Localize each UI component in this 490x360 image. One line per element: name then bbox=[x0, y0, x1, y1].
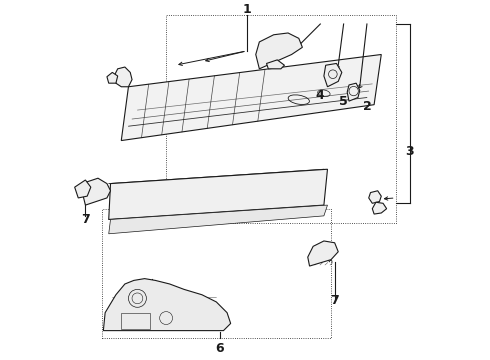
Text: 6: 6 bbox=[216, 342, 224, 355]
Polygon shape bbox=[109, 205, 327, 234]
Text: 7: 7 bbox=[81, 213, 90, 226]
Polygon shape bbox=[308, 241, 338, 266]
Text: 7: 7 bbox=[330, 294, 339, 307]
Polygon shape bbox=[368, 191, 381, 203]
Polygon shape bbox=[122, 54, 381, 140]
Polygon shape bbox=[107, 72, 118, 83]
Polygon shape bbox=[74, 180, 91, 198]
Text: 3: 3 bbox=[406, 145, 414, 158]
Polygon shape bbox=[82, 178, 111, 205]
Polygon shape bbox=[267, 60, 285, 69]
Bar bbox=[122, 313, 150, 329]
Polygon shape bbox=[347, 83, 360, 101]
Text: 2: 2 bbox=[363, 100, 371, 113]
Polygon shape bbox=[256, 33, 302, 69]
Text: 4: 4 bbox=[316, 89, 325, 102]
Polygon shape bbox=[324, 63, 342, 87]
Text: 8: 8 bbox=[147, 287, 156, 300]
Polygon shape bbox=[114, 67, 132, 87]
Polygon shape bbox=[109, 169, 327, 220]
Text: 5: 5 bbox=[339, 95, 348, 108]
Polygon shape bbox=[103, 279, 231, 330]
Polygon shape bbox=[372, 202, 387, 214]
Text: 1: 1 bbox=[243, 3, 251, 16]
